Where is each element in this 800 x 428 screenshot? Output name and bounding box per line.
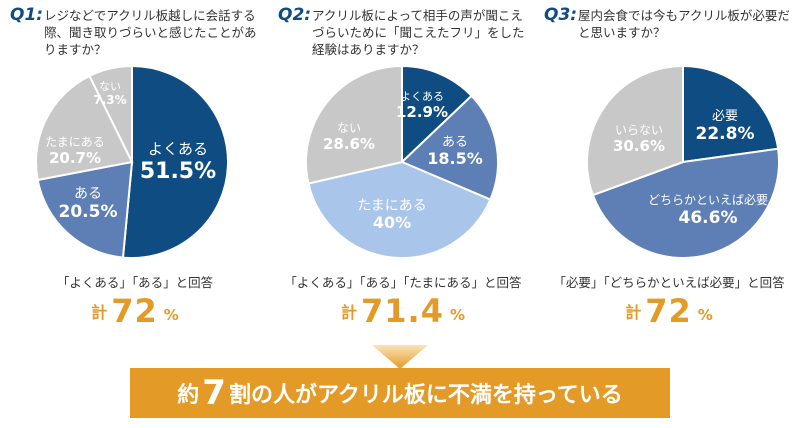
total-prefix-q1: 計 (91, 303, 108, 322)
question-label-q3: Q3: (544, 5, 578, 25)
panel-q3: Q3: 屋内会食では今もアクリル板が必要だと思いますか？ 必要 22.8% どちらか… (538, 0, 800, 340)
panel-q2: Q2: アクリル板によって相手の声が聞こえづらいために「聞こえたフリ」をした経験… (272, 0, 534, 340)
answer-note-q2: 「よくある」「ある」「たまにある」と回答 (284, 275, 522, 290)
question-label-q1: Q1: (10, 5, 44, 25)
total-q3: 計 72% (538, 292, 800, 330)
slice-label-q3-1: 必要 (712, 109, 738, 124)
pie-slice-q1-1 (121, 64, 229, 259)
slice-value-q2-2: 18.5% (427, 149, 483, 168)
total-q1: 計 72% (4, 292, 266, 330)
slice-label-q3-3: いらない (615, 123, 663, 137)
total-value-q2: 71.4 (361, 292, 444, 330)
answer-note-q3: 「必要」「どちらかといえば必要」と回答 (553, 275, 785, 290)
question-label-q2: Q2: (278, 5, 312, 25)
total-prefix-q2: 計 (341, 303, 358, 322)
pie-slice-q3-2 (591, 147, 780, 259)
question-text-q1: レジなどでアクリル板越しに会話する際、聞き取りづらいと感じたことがありますか？ (44, 8, 257, 57)
pie-slice-q2-1 (401, 64, 473, 165)
banner-prefix: 約 (177, 383, 200, 408)
pie-slice-q2-2 (400, 94, 499, 201)
total-unit-q2: % (449, 306, 465, 324)
total-value-q3: 72 (645, 292, 692, 330)
slice-value-q3-3: 30.6% (613, 137, 665, 155)
total-q2: 計 71.4% (272, 292, 534, 330)
total-value-q1: 72 (111, 292, 158, 330)
panel-q1: Q1: レジなどでアクリル板越しに会話する際、聞き取りづらいと感じたことがありま… (4, 0, 266, 340)
banner-suffix: 割の人がアクリル板に不満を持っている (228, 383, 623, 408)
answer-note-q1: 「よくある」「ある」と回答 (56, 275, 214, 290)
pie-slice-q3-1 (682, 64, 780, 164)
slice-value-q1-1: 51.5% (140, 159, 216, 184)
pie-slice-q1-3 (35, 74, 134, 182)
slice-label-q2-2: ある (442, 135, 468, 150)
slice-value-q2-4: 28.6% (323, 135, 375, 153)
slice-label-q1-3: たまにある (45, 135, 105, 149)
pie-slice-q2-3 (307, 160, 492, 259)
slice-value-q1-3: 20.7% (49, 149, 101, 167)
slice-label-q1-4: ない (99, 80, 121, 93)
slice-value-q2-1: 12.9% (396, 103, 448, 121)
slice-label-q2-3: たまにある (357, 198, 427, 214)
slice-value-q1-4: 7.3% (93, 93, 126, 107)
pie-slice-q1-4 (88, 64, 133, 163)
slice-value-q2-3: 40% (373, 213, 411, 232)
total-unit-q1: % (163, 306, 179, 324)
slice-label-q3-2: どちらかといえば必要 (648, 193, 768, 207)
slice-label-q1-2: ある (74, 186, 102, 202)
conclusion-banner: 約 7 割の人がアクリル板に不満を持っている (130, 368, 670, 418)
pie-slice-q2-4 (305, 64, 403, 185)
total-unit-q3: % (697, 306, 713, 324)
total-prefix-q3: 計 (625, 303, 642, 322)
pie-slice-q1-2 (36, 160, 134, 259)
question-text-q3: 屋内会食では今もアクリル板が必要だと思いますか？ (578, 8, 790, 40)
pie-slice-q3-3 (586, 64, 684, 197)
slice-value-q1-2: 20.5% (59, 202, 118, 222)
banner-number: 7 (202, 373, 226, 413)
slice-label-q2-4: ない (337, 121, 361, 135)
down-arrow-icon (372, 345, 428, 369)
slice-value-q3-1: 22.8% (696, 124, 755, 144)
slice-label-q2-1: よくある (400, 90, 444, 103)
slice-label-q1-1: よくある (148, 140, 208, 158)
question-text-q2: アクリル板によって相手の声が聞こえづらいために「聞こえたフリ」をした経験はありま… (312, 8, 525, 57)
slice-value-q3-2: 46.6% (679, 208, 738, 228)
